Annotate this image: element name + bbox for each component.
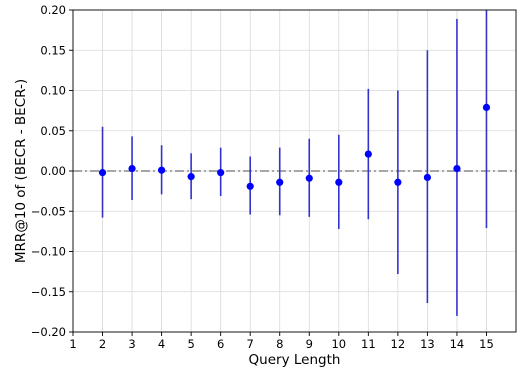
y-axis-ticks: −0.20 −0.15 −0.10 −0.05 0.00 0.05 0.10 0.15 0.20 <box>31 3 73 339</box>
data-point <box>276 178 284 186</box>
x-tick-label: 14 <box>450 337 465 351</box>
x-tick-label: 15 <box>479 337 494 351</box>
data-point <box>246 182 254 190</box>
data-point <box>305 174 313 182</box>
x-tick-label: 6 <box>217 337 224 351</box>
y-tick-label: 0.10 <box>40 84 66 98</box>
x-tick-label: 2 <box>99 337 106 351</box>
x-tick-label: 13 <box>420 337 435 351</box>
x-tick-label: 12 <box>391 337 406 351</box>
x-tick-label: 3 <box>128 337 135 351</box>
data-point <box>128 164 136 173</box>
y-tick-label: 0.20 <box>40 3 66 17</box>
data-point <box>482 103 491 112</box>
y-tick-label: 0.15 <box>40 43 66 57</box>
y-axis-label: MRR@10 of (BECR - BECR-) <box>13 79 29 263</box>
x-tick-label: 11 <box>361 337 376 351</box>
x-tick-label: 4 <box>158 337 165 351</box>
data-point <box>453 164 461 173</box>
data-point <box>364 150 372 158</box>
errorbars <box>101 10 488 316</box>
data-point <box>423 173 431 182</box>
data-point <box>217 169 225 177</box>
x-tick-label: 7 <box>247 337 254 351</box>
data-point <box>394 178 402 186</box>
x-axis-label: Query Length <box>249 352 341 368</box>
data-point <box>335 178 343 186</box>
y-tick-label: 0.00 <box>40 164 66 178</box>
y-tick-label: −0.05 <box>31 204 66 218</box>
data-point <box>158 166 166 174</box>
y-tick-label: −0.20 <box>31 325 66 339</box>
x-tick-label: 1 <box>69 337 76 351</box>
x-tick-label: 5 <box>187 337 194 351</box>
x-tick-label: 9 <box>306 337 313 351</box>
x-axis-ticks: 1 2 3 4 5 6 7 8 9 10 11 12 13 14 15 <box>69 332 494 351</box>
data-point <box>98 169 107 177</box>
x-tick-label: 8 <box>276 337 283 351</box>
x-tick-label: 10 <box>331 337 346 351</box>
y-tick-label: 0.05 <box>40 124 66 138</box>
y-tick-label: −0.15 <box>31 285 66 299</box>
data-points <box>98 103 491 190</box>
data-point <box>187 173 195 181</box>
y-tick-label: −0.10 <box>31 245 66 259</box>
